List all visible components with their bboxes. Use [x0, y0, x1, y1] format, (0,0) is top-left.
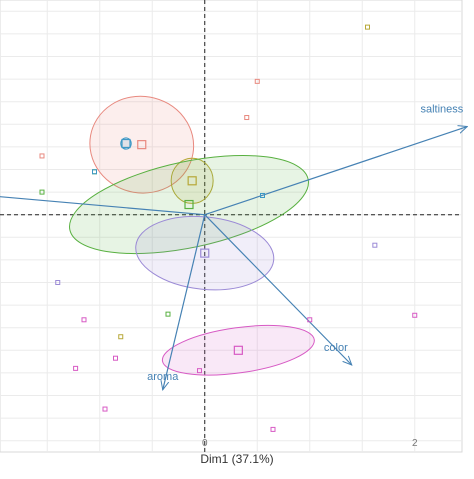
individual-point	[260, 192, 265, 198]
individual-point	[365, 24, 370, 30]
variable-arrow	[0, 196, 205, 216]
confidence-ellipse	[135, 215, 275, 291]
group-center	[200, 248, 210, 258]
individual-point	[372, 242, 378, 248]
individual-point	[244, 115, 250, 121]
individual-point	[118, 334, 124, 340]
individual-point	[73, 365, 79, 371]
x-tick-label: 2	[412, 438, 418, 449]
confidence-ellipses	[69, 95, 315, 376]
group-center	[233, 345, 243, 355]
individual-point	[81, 317, 87, 323]
confidence-ellipse	[161, 325, 315, 376]
variable-arrow	[204, 127, 468, 216]
variable-label: color	[324, 342, 348, 354]
variable-arrows: saltiness color aroma	[0, 104, 467, 390]
individual-point	[39, 153, 45, 159]
variable-label: aroma	[147, 371, 179, 383]
confidence-ellipse	[69, 154, 309, 255]
individual-point	[412, 312, 418, 318]
variable-arrow	[163, 214, 206, 390]
confidence-ellipse	[120, 137, 132, 150]
zero-lines	[0, 0, 462, 452]
x-axis-label: Dim1 (37.1%)	[200, 452, 274, 466]
variable-arrow	[204, 214, 352, 365]
individual-point	[55, 280, 61, 285]
group-center	[187, 176, 197, 186]
individual-point	[197, 368, 202, 374]
individual-point	[165, 311, 171, 317]
individual-point	[307, 317, 313, 323]
confidence-ellipse	[89, 95, 195, 194]
individual-point	[39, 189, 45, 195]
gridlines	[0, 0, 462, 452]
confidence-ellipse	[170, 157, 214, 204]
group-center	[184, 199, 194, 210]
individual-point	[254, 78, 260, 84]
variable-label: saltiness	[420, 104, 463, 116]
individual-point	[113, 355, 118, 361]
individual-point	[92, 169, 97, 175]
individual-point	[270, 426, 276, 432]
individual-point	[102, 406, 108, 412]
plot-panel	[0, 0, 463, 453]
individual-points	[39, 24, 418, 432]
group-center	[121, 138, 131, 149]
group-centers	[121, 138, 243, 355]
x-tick-label: 0	[202, 438, 208, 449]
group-center	[137, 140, 147, 150]
